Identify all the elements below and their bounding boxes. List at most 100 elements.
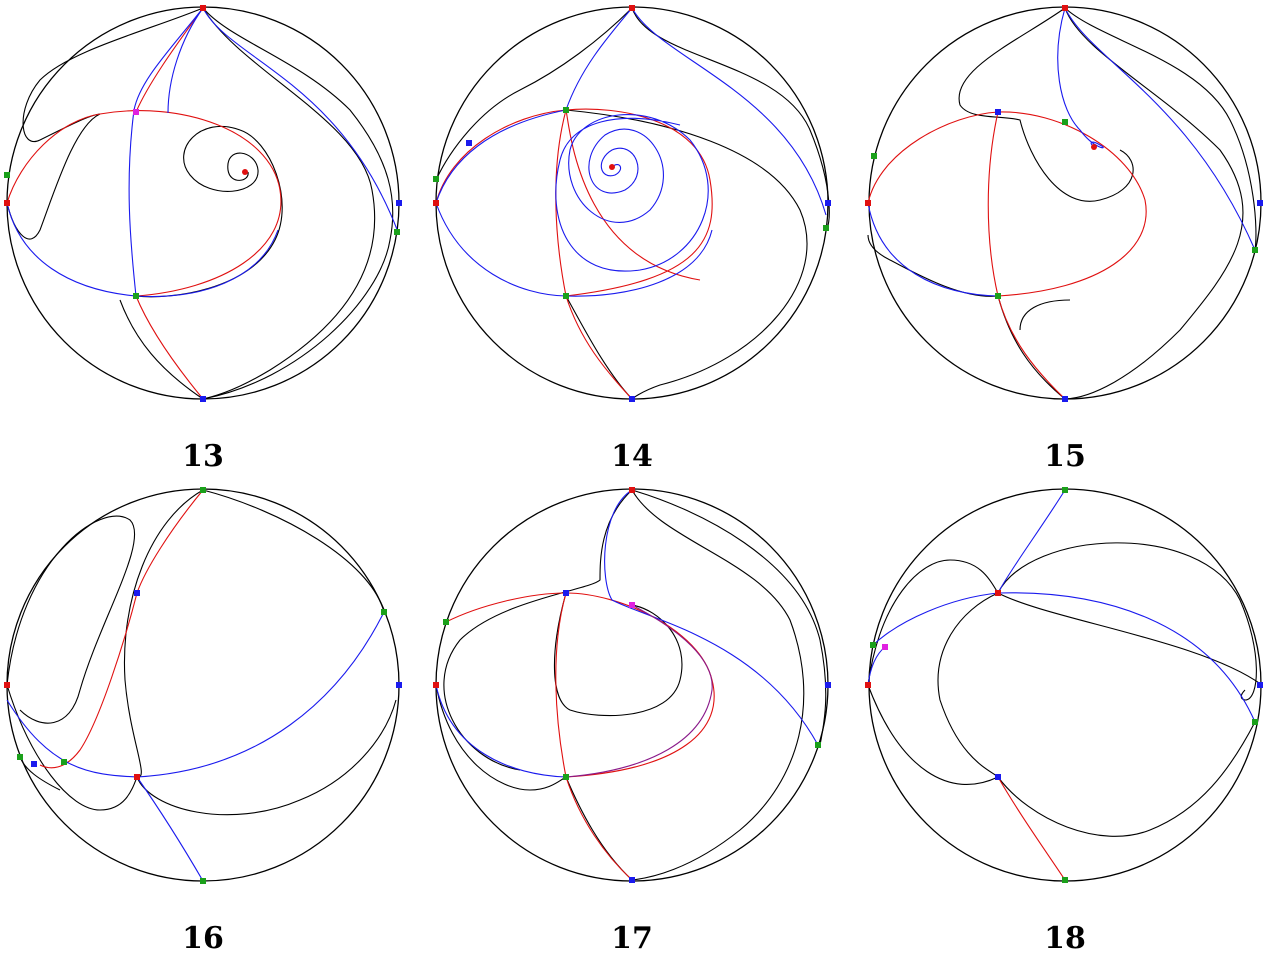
separatrix-red xyxy=(565,109,701,281)
singular-point-green xyxy=(815,742,821,748)
orbit-curve xyxy=(631,7,830,229)
separatrix-blue xyxy=(631,7,827,216)
singular-point-green xyxy=(394,229,400,235)
separatrix-blue xyxy=(136,776,204,882)
orbit-curve xyxy=(202,489,385,613)
singular-point-green xyxy=(1252,247,1258,253)
separatrix-blue xyxy=(604,489,819,746)
orbit-curve xyxy=(202,7,376,400)
phase-portrait-14: 14 xyxy=(433,5,831,474)
singular-point-blue xyxy=(31,761,37,767)
separatrix-red xyxy=(997,776,1066,881)
orbit-curve xyxy=(565,109,808,400)
orbit-curve xyxy=(937,592,999,778)
poincare-disk-boundary xyxy=(6,488,400,882)
orbit-curve xyxy=(19,756,61,791)
separatrix-red xyxy=(6,110,282,297)
singular-point-blue xyxy=(1257,682,1263,688)
singular-point-green xyxy=(871,153,877,159)
singular-point-red xyxy=(865,682,871,688)
poincare-disk-boundary xyxy=(435,488,829,882)
singular-point-blue xyxy=(825,682,831,688)
separatrix-purple xyxy=(565,604,713,778)
singular-point-green xyxy=(1062,877,1068,883)
phase-portrait-17: 17 xyxy=(433,487,831,956)
separatrix-blue xyxy=(872,592,1256,723)
separatrix-blue xyxy=(867,202,999,297)
singular-point-green xyxy=(200,487,206,493)
orbit-curve xyxy=(1064,7,1257,251)
singular-point-green xyxy=(563,293,569,299)
poincare-disk-boundary xyxy=(868,6,1262,400)
separatrix-blue xyxy=(202,7,399,233)
singular-point-red xyxy=(4,200,10,206)
singular-point-red xyxy=(433,682,439,688)
separatrix-blue xyxy=(1064,7,1256,251)
orbit-curve xyxy=(867,559,999,686)
orbit-curve xyxy=(1019,299,1071,331)
singular-point-green xyxy=(381,609,387,615)
singular-point-green xyxy=(61,759,67,765)
orbit-curve xyxy=(997,721,1256,837)
singular-point-blue xyxy=(995,109,1001,115)
focus-point-red xyxy=(609,164,615,170)
panel-label-16: 16 xyxy=(182,921,224,956)
orbit-curve xyxy=(867,684,999,785)
poincare-disk-boundary xyxy=(6,6,400,400)
orbit-curve xyxy=(435,7,633,181)
separatrix-blue xyxy=(6,202,279,298)
singular-point-blue xyxy=(466,140,472,146)
singular-point-green xyxy=(823,225,829,231)
singular-point-red xyxy=(629,5,635,11)
singular-point-green xyxy=(995,293,1001,299)
orbit-curve xyxy=(997,295,1066,400)
separatrix-red xyxy=(445,592,715,778)
singular-point-blue xyxy=(200,396,206,402)
singular-point-red xyxy=(433,200,439,206)
separatrix-blue xyxy=(435,684,567,778)
orbit-curve xyxy=(958,7,1134,202)
singular-point-red xyxy=(134,774,140,780)
panel-label-18: 18 xyxy=(1044,921,1086,956)
phase-portrait-16: 16 xyxy=(4,487,402,956)
separatrix-red xyxy=(555,109,633,400)
singular-point-green xyxy=(563,107,569,113)
separatrix-blue xyxy=(997,489,1066,594)
orbit-curve xyxy=(6,113,101,240)
singular-point-red xyxy=(200,5,206,11)
singular-point-blue xyxy=(563,590,569,596)
orbit-curve xyxy=(553,592,683,717)
separatrix-red xyxy=(135,295,204,400)
singular-point-blue xyxy=(1257,200,1263,206)
orbit-curve xyxy=(997,542,1257,701)
singular-point-green xyxy=(870,642,876,648)
orbit-curve xyxy=(997,592,1263,686)
panel-label-13: 13 xyxy=(182,439,224,474)
separatrix-red xyxy=(867,111,1147,297)
separatrix-blue xyxy=(565,7,633,111)
poincare-disk-boundary xyxy=(868,488,1262,882)
orbit-curve xyxy=(435,684,633,881)
separatrix-blue xyxy=(435,109,567,204)
singular-point-blue xyxy=(825,200,831,206)
separatrix-red xyxy=(555,592,633,881)
singular-point-green xyxy=(433,176,439,182)
orbit-curve xyxy=(22,7,204,143)
singular-point-red xyxy=(4,682,10,688)
spiral-orbit-blue xyxy=(555,114,709,272)
focus-point-red xyxy=(242,169,248,175)
orbit-curve xyxy=(119,299,204,400)
orbit-curve xyxy=(631,489,805,881)
singular-point-green xyxy=(200,878,206,884)
poincare-disk-boundary xyxy=(435,6,829,400)
singular-point-green xyxy=(17,754,23,760)
separatrix-red xyxy=(39,489,204,769)
orbit-curve xyxy=(1064,7,1244,400)
singular-point-blue xyxy=(1062,396,1068,402)
singular-point-red xyxy=(629,487,635,493)
panel-label-17: 17 xyxy=(611,921,653,956)
phase-portrait-18: 18 xyxy=(865,487,1263,956)
separatrix-red xyxy=(435,108,713,297)
phase-portrait-13: 13 xyxy=(4,5,402,474)
